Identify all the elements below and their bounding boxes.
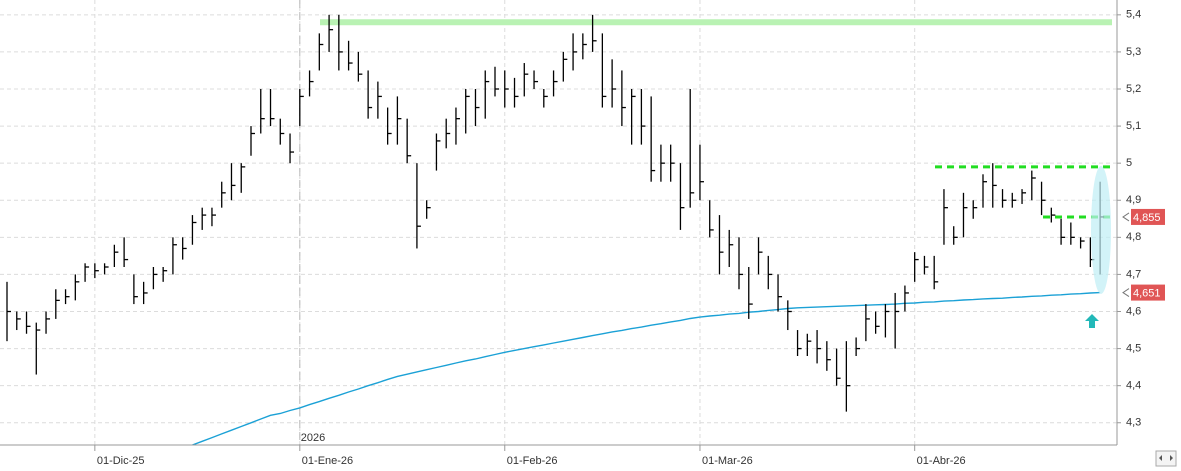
x-tick-label: 01-Abr-26 (917, 455, 966, 467)
y-tick-label: 5,2 (1126, 83, 1141, 95)
x-tick-label: 01-Mar-26 (702, 455, 753, 467)
y-tick-label: 5,1 (1126, 120, 1141, 132)
price-box (1131, 284, 1165, 301)
y-tick-label: 4,8 (1126, 231, 1141, 243)
y-tick-label: 4,4 (1126, 380, 1141, 392)
price-pointer (1122, 212, 1130, 222)
scroll-button[interactable] (1155, 450, 1177, 467)
x-tick-label: 01-Ene-26 (302, 455, 353, 467)
plot-area (6, 14, 1112, 445)
y-tick-label: 4,5 (1126, 342, 1141, 354)
y-tick-label: 5 (1126, 157, 1132, 169)
y-tick-label: 4,3 (1126, 417, 1141, 429)
up-arrow (1085, 314, 1099, 328)
price-label: 4,651 (1133, 287, 1161, 299)
y-tick-label: 4,9 (1126, 194, 1141, 206)
moving-average (192, 291, 1101, 445)
x-tick-label: 01-Feb-26 (507, 455, 558, 467)
year-label: 2026 (301, 432, 325, 444)
x-tick-label: 01-Dic-25 (97, 455, 145, 467)
grid (0, 0, 1117, 445)
price-label: 4,855 (1133, 212, 1161, 224)
y-tick-label: 4,6 (1126, 305, 1141, 317)
price-box (1131, 208, 1165, 225)
price-pointer (1122, 288, 1130, 298)
highlight-ellipse (1091, 166, 1111, 294)
y-tick-label: 4,7 (1126, 268, 1141, 280)
y-tick-label: 5,3 (1126, 46, 1141, 58)
scroll-icon (1159, 455, 1173, 461)
y-tick-label: 5,4 (1126, 9, 1141, 21)
